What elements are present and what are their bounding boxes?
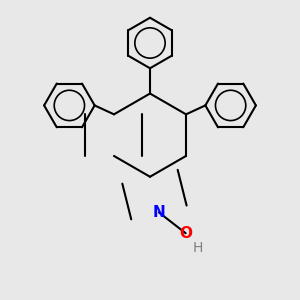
Text: O: O: [179, 226, 192, 241]
Text: H: H: [192, 241, 203, 255]
Text: N: N: [152, 205, 165, 220]
